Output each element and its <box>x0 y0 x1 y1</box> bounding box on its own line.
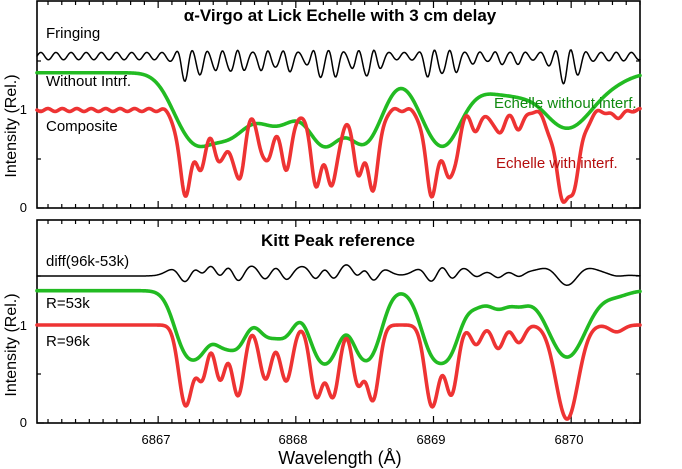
label-composite: Composite <box>46 118 118 135</box>
panel-bottom-frame <box>36 219 641 424</box>
top-ylabel: Intensity (Rel.) <box>3 74 20 177</box>
x-axis-label: Wavelength (Å) <box>278 448 401 468</box>
panel-bottom: Kitt Peak reference 0 1 Intensity (Rel.)… <box>3 219 642 468</box>
xtick-label-6869: 6869 <box>417 432 446 447</box>
panel-top: α-Virgo at Lick Echelle with 3 cm delay … <box>3 0 642 215</box>
label-fringing: Fringing <box>46 25 100 42</box>
annotation-echelle-with-interf: Echelle with interf. <box>496 155 618 172</box>
bottom-ytick-label-1: 1 <box>20 318 27 333</box>
series-composite-line <box>35 106 642 204</box>
label-diff: diff(96k-53k) <box>46 253 129 270</box>
label-without-intrf: Without Intrf. <box>46 73 131 90</box>
panel-top-frame <box>36 0 641 209</box>
series-r53k-line <box>35 288 642 366</box>
panel-bottom-ticks <box>37 220 641 424</box>
panel-top-title: α-Virgo at Lick Echelle with 3 cm delay <box>184 6 497 25</box>
bottom-ytick-label-0: 0 <box>20 415 27 430</box>
label-r53k: R=53k <box>46 295 90 312</box>
annotation-echelle-without-interf: Echelle without interf. <box>494 95 637 112</box>
panel-bottom-title: Kitt Peak reference <box>261 231 415 250</box>
series-without-intrf-line <box>35 70 642 149</box>
series-fringing-line <box>36 49 641 85</box>
top-ytick-label-0: 0 <box>20 200 27 215</box>
series-diff-line <box>36 264 641 286</box>
xtick-label-6870: 6870 <box>555 432 584 447</box>
xtick-label-6867: 6867 <box>142 432 171 447</box>
top-ytick-label-1: 1 <box>20 102 27 117</box>
series-r96k-line <box>35 323 642 421</box>
xtick-label-6868: 6868 <box>279 432 308 447</box>
bottom-ylabel: Intensity (Rel.) <box>3 293 20 396</box>
label-r96k: R=96k <box>46 333 90 350</box>
